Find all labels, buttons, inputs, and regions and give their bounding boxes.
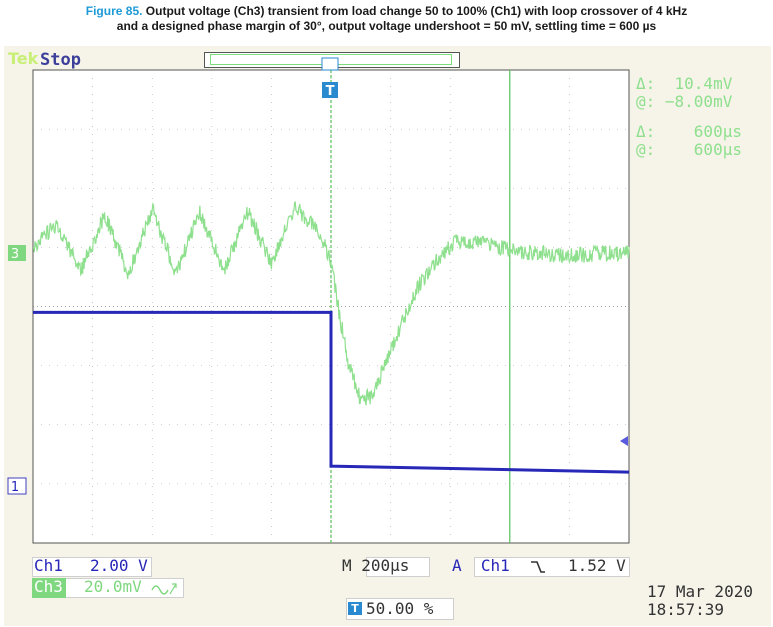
cursor-delta-voltage: Δ: 10.4mV [636,74,733,93]
caption-line-1: Output voltage (Ch3) transient from load… [145,4,688,18]
falling-edge-icon [531,561,545,573]
trigger-level: 1.52 V [568,556,626,575]
cursor-at-time: @: 600µs [636,140,742,159]
trigger-marker-label: T [326,84,335,99]
ch1-ref-arrow-icon [620,436,628,446]
ch3-name: Ch3 [34,577,63,596]
cursor-delta-time: Δ: 600µs [636,122,742,141]
run-state: Stop [40,50,81,70]
trigger-position-icon: T [348,602,362,615]
ch3-trace-line [32,201,630,406]
trigger-position: 50.00 % [366,599,434,618]
trigger-position-marker[interactable]: T [321,57,339,99]
ch3-marker-label: 3 [11,247,19,262]
ch3-scale: 20.0mV [84,577,142,596]
ch1-scale: 2.00 V [90,556,148,575]
caption-line-2: and a designed phase margin of 30°, outp… [116,19,657,33]
timebase: M 200µs [342,556,410,575]
trigger-source: A Ch1 [452,556,510,575]
figure-number: Figure 85. [85,4,143,18]
ch1-name: Ch1 [34,556,63,575]
ch3-waveform [32,201,630,406]
bandwidth-limit-icon [151,583,177,595]
capture-date: 17 Mar 2020 [647,582,753,601]
capture-time: 18:57:39 [647,600,725,619]
figure-caption: Figure 85. Output voltage (Ch3) transien… [0,4,773,34]
ch1-scale-box[interactable] [32,557,152,577]
trigger-position-box[interactable] [346,598,454,620]
ch1-trace-line [33,310,630,474]
trigger-box[interactable] [474,557,630,577]
ch1-marker-label: 1 [11,480,19,495]
scope-status-bar [4,48,116,68]
brand-logo: Tek [8,49,39,68]
ch1-waveform [33,310,630,474]
ch3-name-badge [32,578,66,598]
ch3-level-marker[interactable]: 3 [8,245,26,262]
timebase-box[interactable] [366,557,430,577]
ch1-level-marker[interactable]: 1 [7,477,27,495]
cursor-at-voltage: @: −8.00mV [636,92,733,111]
